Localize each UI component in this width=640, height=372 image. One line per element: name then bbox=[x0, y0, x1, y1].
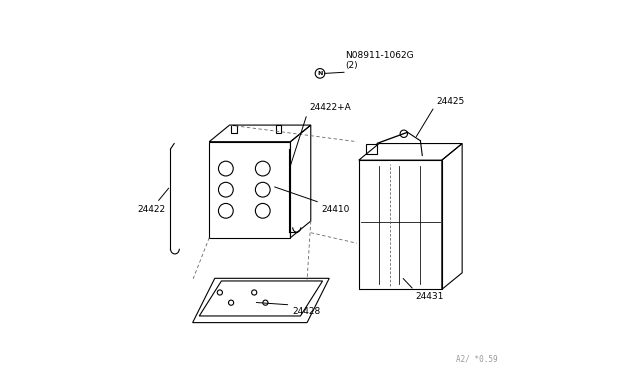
Bar bbox=[275, 125, 282, 134]
Text: 24410: 24410 bbox=[322, 205, 350, 214]
Text: 24425: 24425 bbox=[436, 96, 465, 106]
Text: 24422: 24422 bbox=[137, 205, 165, 214]
Bar bbox=[231, 125, 237, 134]
Text: 24431: 24431 bbox=[415, 292, 444, 301]
Bar bbox=[366, 144, 377, 154]
Text: A2/ *0.59: A2/ *0.59 bbox=[456, 354, 497, 363]
Text: N08911-1062G
(2): N08911-1062G (2) bbox=[345, 51, 413, 70]
Text: N: N bbox=[317, 71, 323, 76]
Text: 24422+A: 24422+A bbox=[309, 103, 351, 112]
Text: 24428: 24428 bbox=[292, 307, 321, 316]
